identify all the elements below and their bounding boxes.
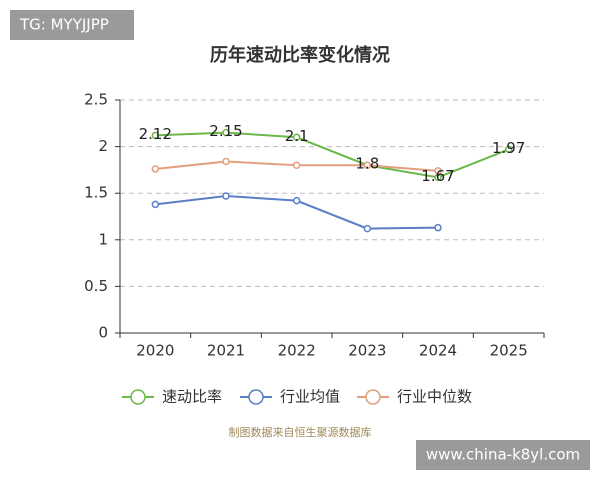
source: 制图数据来自恒生聚源数据库 [229, 425, 372, 439]
point [292, 196, 301, 205]
site: www.china-k8yl.com [426, 446, 580, 464]
data-label: 2.15 [209, 122, 242, 140]
point [151, 165, 160, 173]
badge: TG: MYYJJPP [19, 16, 109, 34]
y-tick-label: 0.5 [84, 277, 108, 295]
y-tick-label: 1 [98, 230, 108, 248]
point [434, 167, 442, 175]
legend-label: 速动比率 [162, 388, 222, 406]
point [504, 145, 513, 154]
chart-title: 历年速动比率变化情况 [210, 44, 390, 66]
x-tick-label: 2025 [490, 342, 528, 360]
x-tick-label: 2022 [278, 342, 316, 360]
point [363, 161, 372, 169]
y-tick-label: 1.5 [84, 184, 108, 202]
y-tick-label: 2.5 [84, 91, 108, 109]
data-label: 2.1 [285, 127, 309, 145]
y-tick-label: 2 [98, 137, 108, 155]
site-bg [416, 440, 590, 470]
point [151, 200, 160, 209]
legend-marker [365, 389, 381, 405]
point [222, 128, 230, 137]
point [363, 224, 372, 233]
legend-marker [130, 389, 146, 405]
data-label: 1.8 [355, 155, 379, 173]
x-tick-label: 2024 [419, 342, 457, 360]
badge-bg [10, 10, 134, 40]
point [434, 223, 442, 232]
data-label: 1.97 [492, 139, 525, 157]
x-tick-label: 2020 [136, 342, 174, 360]
data-label: 1.67 [421, 167, 454, 185]
point [292, 133, 301, 142]
legend-label: 行业中位数 [397, 388, 472, 406]
series-line [155, 131, 510, 179]
point [222, 157, 230, 166]
data-label: 2.12 [139, 125, 172, 143]
x-tick-label: 2023 [348, 342, 386, 360]
point [222, 192, 230, 200]
point [151, 131, 160, 140]
x-tick-label: 2021 [207, 342, 245, 360]
legend-label: 行业均值 [280, 388, 340, 406]
legend-marker [248, 389, 264, 405]
y-tick-label: 0 [98, 324, 108, 342]
point [292, 161, 301, 169]
